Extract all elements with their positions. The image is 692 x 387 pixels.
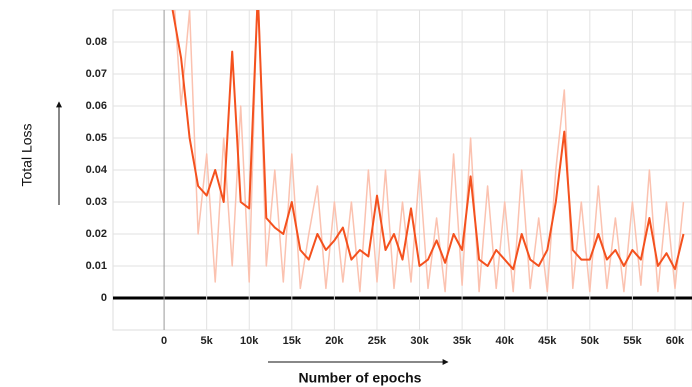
y-tick-label: 0 <box>101 292 107 304</box>
x-tick-label: 15k <box>283 335 302 347</box>
y-tick-label: 0.08 <box>86 36 107 48</box>
y-tick-label: 0.04 <box>86 164 108 176</box>
line-series <box>173 10 685 293</box>
series-group <box>171 10 685 293</box>
x-tick-label: 10k <box>240 335 259 347</box>
y-tick-label: 0.02 <box>86 228 107 240</box>
x-tick-label: 5k <box>201 335 214 347</box>
x-tick-label: 55k <box>623 335 642 347</box>
x-axis-title: Number of epochs <box>299 370 422 386</box>
x-tick-label: 25k <box>368 335 387 347</box>
x-tick-label: 40k <box>495 335 514 347</box>
x-tick-label: 35k <box>453 335 472 347</box>
y-tick-label: 0.05 <box>86 132 107 144</box>
x-tick-label: 45k <box>538 335 557 347</box>
y-tick-label: 0.06 <box>86 100 107 112</box>
x-tick-label: 0 <box>161 335 167 347</box>
x-tick-label: 50k <box>581 335 600 347</box>
line-series <box>171 10 685 271</box>
x-tick-label: 30k <box>410 335 429 347</box>
y-tick-label: 0.01 <box>86 260 107 272</box>
x-tick-label: 60k <box>666 335 685 347</box>
y-axis-title: Total Loss <box>19 123 35 186</box>
y-tick-label: 0.03 <box>86 196 107 208</box>
x-tick-label: 20k <box>325 335 344 347</box>
y-tick-label: 0.07 <box>86 68 107 80</box>
